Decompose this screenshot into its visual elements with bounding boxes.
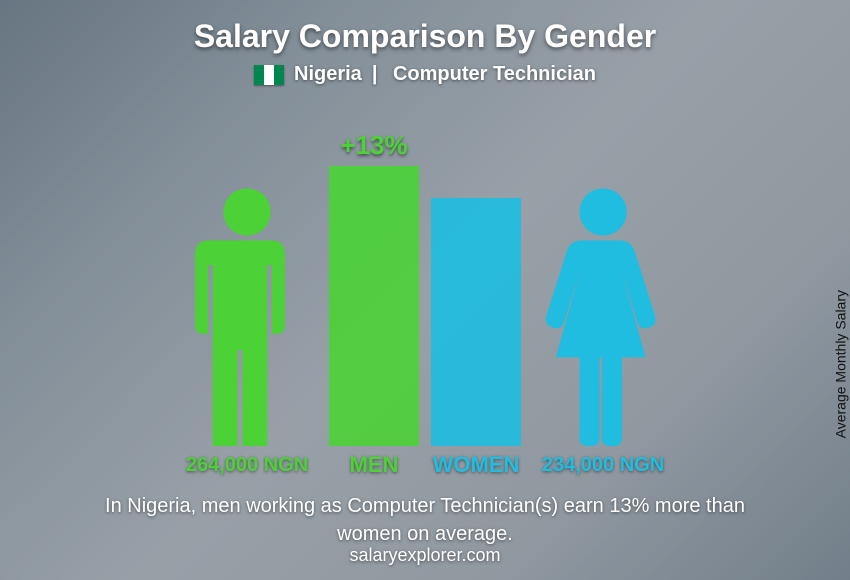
labels-row: 264,000 NGN MEN WOMEN 234,000 NGN: [65, 452, 785, 478]
flag-stripe-mid: [264, 65, 274, 85]
y-axis-label: Average Monthly Salary: [832, 290, 848, 438]
men-value: 264,000 NGN: [177, 454, 317, 477]
person-male-svg: [188, 186, 306, 446]
male-icon: [177, 166, 317, 446]
page-title: Salary Comparison By Gender: [0, 0, 850, 55]
footer-source: salaryexplorer.com: [0, 545, 850, 566]
women-value: 234,000 NGN: [533, 454, 673, 477]
subtitle-sep: |: [372, 63, 378, 86]
subtitle: Nigeria | Computer Technician: [0, 63, 850, 86]
person-female-svg: [544, 186, 662, 446]
bar-men: +13%: [329, 166, 419, 446]
flag-icon: [254, 65, 284, 85]
bar-women: [431, 198, 521, 446]
subtitle-country: Nigeria: [294, 63, 362, 86]
bar-men-fill: [329, 166, 419, 446]
men-label: MEN: [329, 452, 419, 478]
chart: +13%: [65, 106, 785, 446]
summary-text: In Nigeria, men working as Computer Tech…: [85, 492, 765, 548]
subtitle-role: Computer Technician: [387, 63, 596, 86]
diff-label: +13%: [340, 130, 407, 161]
flag-stripe-left: [254, 65, 264, 85]
flag-stripe-right: [274, 65, 284, 85]
female-icon: [533, 166, 673, 446]
women-label: WOMEN: [431, 452, 521, 478]
bar-women-fill: [431, 198, 521, 446]
